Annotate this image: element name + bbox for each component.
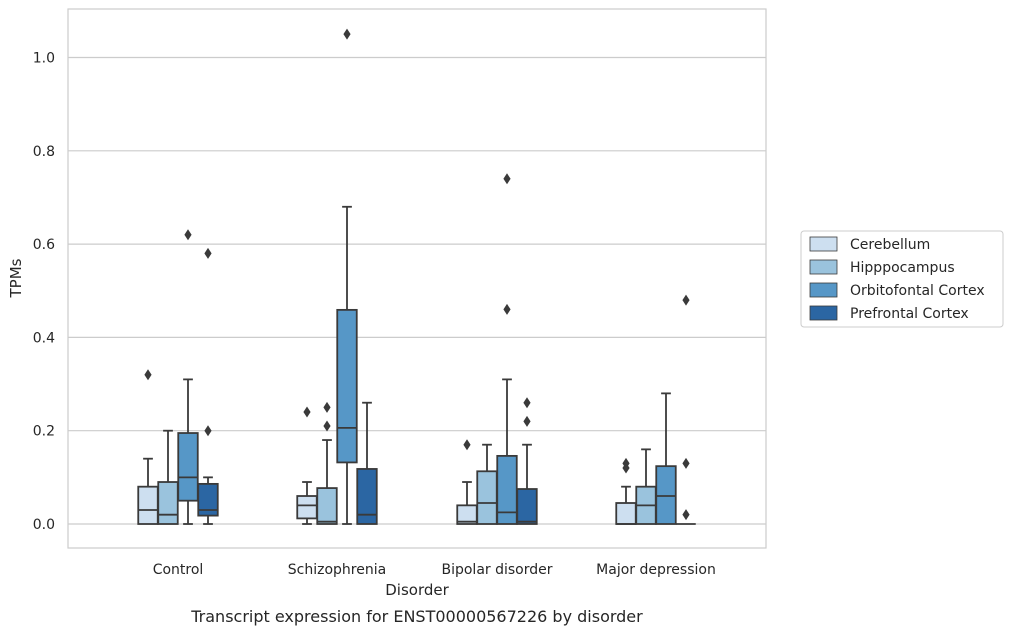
box-group <box>476 443 498 525</box>
y-tick-label: 0.6 <box>33 237 55 253</box>
y-tick-label: 1.0 <box>33 51 55 67</box>
outlier-point <box>503 173 511 185</box>
legend-label: Hipppocampus <box>850 260 955 276</box>
outlier-point <box>323 420 331 432</box>
y-tick-label: 0.0 <box>33 517 55 533</box>
box-group <box>676 294 696 525</box>
legend: Cerebellum Hipppocampus Orbitofontal Corte… <box>800 230 1004 328</box>
box-group <box>456 439 478 525</box>
x-tick-label: Schizophrenia <box>288 562 386 578</box>
outlier-point <box>204 425 212 437</box>
outlier-point <box>523 415 531 427</box>
box-group <box>496 173 518 525</box>
series-cerebellum <box>137 369 637 525</box>
x-tick-label: Control <box>153 562 204 578</box>
x-tick-label: Bipolar disorder <box>441 562 552 578</box>
y-tick-label: 0.2 <box>33 424 55 440</box>
legend-label: Prefrontal Cortex <box>850 306 969 322</box>
box-group <box>336 28 358 525</box>
box-group <box>316 401 338 525</box>
box-group <box>356 401 378 525</box>
box-series-group <box>137 28 696 525</box>
box-group <box>655 392 677 525</box>
grid-lines <box>68 56 766 525</box>
box <box>137 485 159 525</box>
y-tick-label: 0.4 <box>33 330 55 346</box>
outlier-point <box>204 247 212 259</box>
box <box>197 482 219 517</box>
outlier-point <box>682 509 690 521</box>
y-tick-label: 0.8 <box>33 144 55 160</box>
box <box>296 495 318 520</box>
box <box>655 465 677 525</box>
box <box>516 488 538 525</box>
box-group <box>296 406 318 525</box>
legend-swatch <box>809 282 838 298</box>
box <box>496 454 518 525</box>
box <box>336 308 358 464</box>
outlier-point <box>303 406 311 418</box>
outlier-point <box>523 397 531 409</box>
series-hipppocampus <box>157 401 657 525</box>
outlier-point <box>184 229 192 241</box>
chart-caption: Transcript expression for ENST0000056722… <box>190 607 643 626</box>
outlier-point <box>144 369 152 381</box>
box <box>476 470 498 525</box>
outlier-point <box>682 294 690 306</box>
box-group <box>516 397 538 525</box>
box <box>615 502 637 525</box>
x-tick-label: Major depression <box>596 562 716 578</box>
series-prefrontal-cortex <box>197 247 696 525</box>
outlier-point <box>682 457 690 469</box>
outlier-point <box>323 401 331 413</box>
box <box>356 468 378 525</box>
outlier-point <box>503 303 511 315</box>
box-group <box>137 369 159 525</box>
legend-swatch <box>809 259 838 275</box>
box-group <box>615 457 637 525</box>
legend-label: Cerebellum <box>850 237 930 253</box>
box-group <box>197 247 219 525</box>
box <box>316 487 338 525</box>
x-axis-label: Disorder <box>385 581 449 599</box>
y-axis-ticks: 0.0 0.2 0.4 0.6 0.8 1.0 <box>33 51 55 534</box>
y-axis-label: TPMs <box>7 258 25 298</box>
outlier-point <box>463 439 471 451</box>
legend-swatch <box>809 305 838 321</box>
box <box>177 432 199 502</box>
outlier-point <box>343 28 351 40</box>
legend-items: Cerebellum Hipppocampus Orbitofontal Corte… <box>809 236 985 322</box>
legend-frame <box>800 230 1004 328</box>
box-group <box>157 429 179 525</box>
x-axis-ticks: Control Schizophrenia Bipolar disorder Majo… <box>153 562 716 578</box>
box-group <box>635 448 657 525</box>
series-orbitofontal-cortex <box>177 28 677 525</box>
outlier-point <box>622 457 630 469</box>
plot-area-frame <box>67 8 767 549</box>
box-group <box>177 229 199 525</box>
legend-label: Orbitofontal Cortex <box>850 283 985 299</box>
legend-swatch <box>809 236 838 252</box>
box <box>157 481 179 525</box>
